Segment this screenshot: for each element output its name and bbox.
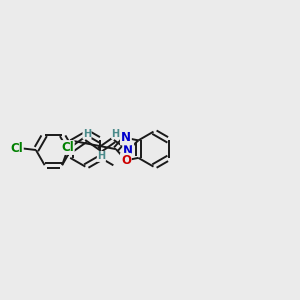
Text: H: H [112,128,120,139]
Text: Cl: Cl [10,142,23,155]
Text: H: H [97,152,105,161]
Text: H: H [83,128,91,139]
Text: N: N [121,131,131,144]
Text: Cl: Cl [61,141,74,154]
Text: O: O [121,154,131,167]
Text: N: N [123,143,133,157]
